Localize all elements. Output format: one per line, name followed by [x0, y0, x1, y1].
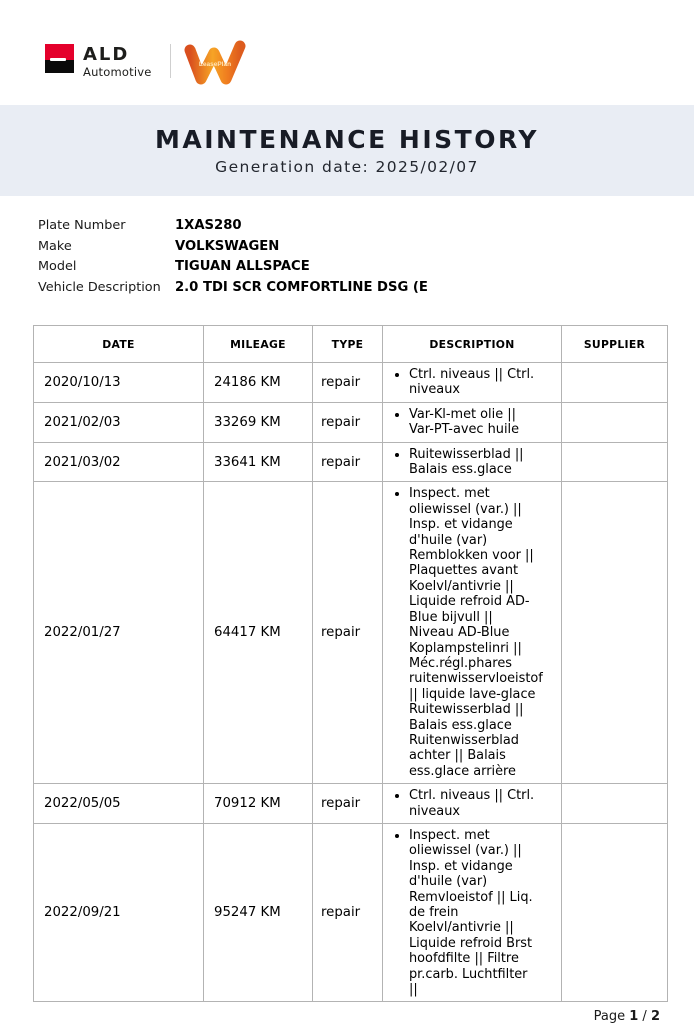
type-cell: repair: [312, 441, 383, 483]
mileage-cell: 33269 KM: [203, 401, 313, 443]
mileage-cell: 70912 KM: [203, 783, 313, 824]
page-total: 2: [650, 1009, 660, 1024]
page-footer: Page 1 / 2: [0, 1009, 660, 1024]
column-header-supplier: SUPPLIER: [561, 325, 668, 363]
type-cell: repair: [312, 822, 383, 1003]
vehicle-info-row: Plate Number 1XAS280: [38, 216, 694, 237]
supplier-cell: [561, 481, 668, 785]
page-label: Page: [593, 1009, 626, 1024]
mileage-cell: 64417 KM: [203, 481, 313, 785]
type-cell: repair: [312, 783, 383, 824]
supplier-cell: [561, 822, 668, 1003]
maintenance-history-table: DATE MILEAGE TYPE DESCRIPTION SUPPLIER 2…: [33, 325, 668, 1003]
table-row: 2020/10/13 24186 KM repair Ctrl. niveaus…: [33, 362, 668, 403]
plate-number-label: Plate Number: [38, 218, 126, 233]
date-cell: 2021/03/02: [33, 441, 204, 483]
generation-date: Generation date: 2025/02/07: [215, 158, 479, 176]
ald-logo-icon: [45, 44, 74, 73]
supplier-cell: [561, 441, 668, 483]
supplier-cell: [561, 783, 668, 824]
column-header-description: DESCRIPTION: [382, 325, 562, 363]
logo-divider: [169, 44, 171, 78]
description-item: Ruitewisserblad || Balais ess.glace: [409, 447, 537, 478]
leaseplan-wordmark: LeasePlan: [198, 61, 230, 68]
table-row: 2021/02/03 33269 KM repair Var-Kl-met ol…: [33, 401, 668, 443]
description-cell: Ruitewisserblad || Balais ess.glace: [382, 441, 562, 483]
make-label: Make: [38, 238, 72, 254]
date-cell: 2021/02/03: [33, 401, 204, 443]
column-header-mileage: MILEAGE: [203, 325, 313, 363]
description-cell: Inspect. met oliewissel (var.) || Insp. …: [382, 822, 562, 1003]
table-row: 2022/05/05 70912 KM repair Ctrl. niveaus…: [33, 783, 668, 824]
ald-brand-subname: Automotive: [83, 65, 152, 79]
page-separator: /: [642, 1009, 647, 1024]
mileage-cell: 95247 KM: [203, 822, 313, 1003]
mileage-cell: 33641 KM: [203, 441, 313, 483]
table-header-row: DATE MILEAGE TYPE DESCRIPTION SUPPLIER: [33, 325, 668, 363]
leaseplan-logo: LeasePlan: [184, 40, 246, 92]
supplier-cell: [561, 401, 668, 443]
date-cell: 2022/01/27: [33, 481, 204, 785]
table-row: 2022/09/21 95247 KM repair Inspect. met …: [33, 822, 668, 1003]
vehicle-description-value: 2.0 TDI SCR COMFORTLINE DSG (E: [175, 279, 428, 295]
description-item: Ctrl. niveaus || Ctrl. niveaux: [409, 788, 537, 819]
type-cell: repair: [312, 362, 383, 403]
model-label: Model: [38, 259, 77, 274]
vehicle-info-row: Vehicle Description 2.0 TDI SCR COMFORTL…: [38, 278, 694, 299]
document-title: MAINTENANCE HISTORY: [155, 125, 539, 154]
leaseplan-w-icon: LeasePlan: [184, 40, 246, 85]
date-cell: 2022/09/21: [33, 822, 204, 1003]
description-item: Inspect. met oliewissel (var.) || Insp. …: [409, 828, 537, 997]
ald-brand-name: ALD: [83, 44, 130, 65]
column-header-date: DATE: [33, 325, 204, 363]
date-cell: 2022/05/05: [33, 783, 204, 824]
logo-header: ALD Automotive LeasePlan: [0, 0, 694, 105]
make-value: VOLKSWAGEN: [175, 238, 280, 254]
description-cell: Ctrl. niveaus || Ctrl. niveaux: [382, 783, 562, 824]
ald-automotive-logo: ALD Automotive: [45, 44, 152, 79]
vehicle-info-section: Plate Number 1XAS280 Make VOLKSWAGEN Mod…: [0, 196, 694, 298]
table-row: 2022/01/27 64417 KM repair Inspect. met …: [33, 481, 668, 785]
description-item: Ctrl. niveaus || Ctrl. niveaux: [409, 367, 537, 398]
plate-number-value: 1XAS280: [175, 218, 242, 233]
mileage-cell: 24186 KM: [203, 362, 313, 403]
date-cell: 2020/10/13: [33, 362, 204, 403]
column-header-type: TYPE: [312, 325, 383, 363]
description-item: Var-Kl-met olie || Var-PT-avec huile: [409, 407, 537, 438]
vehicle-info-row: Model TIGUAN ALLSPACE: [38, 257, 694, 278]
vehicle-description-label: Vehicle Description: [38, 279, 161, 295]
ald-logo-text: ALD Automotive: [83, 44, 152, 79]
title-banner: MAINTENANCE HISTORY Generation date: 202…: [0, 105, 694, 196]
description-cell: Inspect. met oliewissel (var.) || Insp. …: [382, 481, 562, 785]
supplier-cell: [561, 362, 668, 403]
model-value: TIGUAN ALLSPACE: [175, 259, 310, 274]
type-cell: repair: [312, 401, 383, 443]
vehicle-info-row: Make VOLKSWAGEN: [38, 237, 694, 258]
description-item: Inspect. met oliewissel (var.) || Insp. …: [409, 486, 543, 779]
description-cell: Ctrl. niveaus || Ctrl. niveaux: [382, 362, 562, 403]
description-cell: Var-Kl-met olie || Var-PT-avec huile: [382, 401, 562, 443]
type-cell: repair: [312, 481, 383, 785]
ald-logo-dash: [50, 57, 67, 62]
table-row: 2021/03/02 33641 KM repair Ruitewisserbl…: [33, 441, 668, 483]
page-current: 1: [629, 1009, 639, 1024]
